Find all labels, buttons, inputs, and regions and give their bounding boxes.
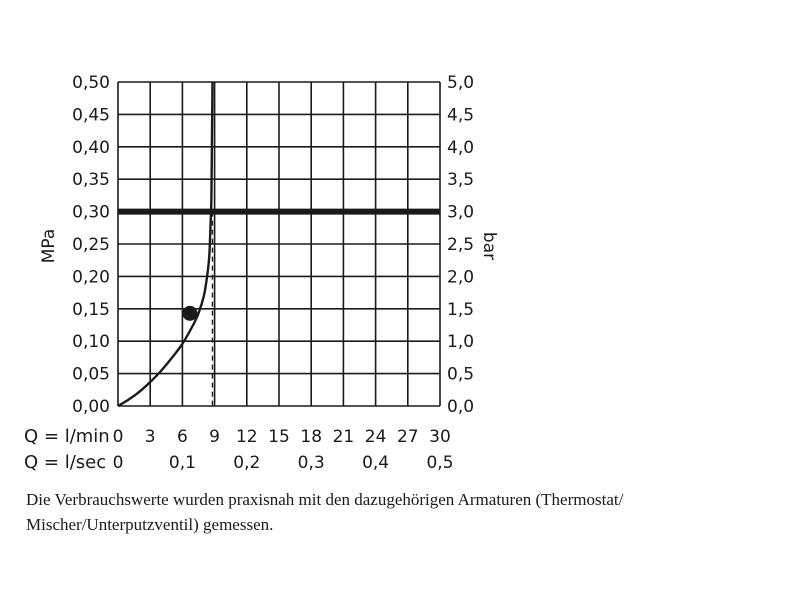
y-tick-left: 0,15	[72, 300, 110, 320]
x-tick-lpm: 6	[177, 427, 188, 447]
y-tick-left: 0,50	[72, 73, 110, 93]
x-tick-lpm: 0	[113, 427, 124, 447]
x-tick-lpm: 30	[429, 427, 451, 447]
x-tick-lpm: 12	[236, 427, 258, 447]
x-tick-lpm: 27	[397, 427, 419, 447]
y-tick-left: 0,20	[72, 267, 110, 287]
y-tick-right: 0,5	[447, 365, 474, 385]
y-tick-right: 1,0	[447, 332, 474, 352]
y-axis-label-right: bar	[479, 232, 499, 260]
y-tick-left: 0,25	[72, 235, 110, 255]
y-tick-right: 3,5	[447, 170, 474, 190]
x-tick-lps: 0	[113, 453, 124, 473]
x-tick-lps: 0,2	[233, 453, 260, 473]
x-tick-lpm: 15	[268, 427, 290, 447]
x-tick-lps: 0,5	[426, 453, 453, 473]
x-axis-label-lps: Q = l/sec	[24, 452, 106, 473]
x-tick-lpm: 18	[300, 427, 322, 447]
y-tick-left: 0,40	[72, 138, 110, 158]
x-tick-lps: 0,3	[298, 453, 325, 473]
y-tick-right: 4,5	[447, 105, 474, 125]
x-tick-lps: 0,4	[362, 453, 389, 473]
x-tick-lpm: 24	[365, 427, 387, 447]
y-tick-left: 0,30	[72, 203, 110, 223]
y-tick-right: 2,0	[447, 267, 474, 287]
x-tick-lpm: 21	[333, 427, 355, 447]
chart-caption: Die Verbrauchswerte wurden praxisnah mit…	[26, 490, 624, 534]
y-tick-left: 0,00	[72, 397, 110, 417]
x-tick-lps: 0,1	[169, 453, 196, 473]
x-tick-lpm: 9	[209, 427, 220, 447]
y-tick-left: 0,10	[72, 332, 110, 352]
y-tick-right: 2,5	[447, 235, 474, 255]
y-tick-right: 0,0	[447, 397, 474, 417]
series-line	[117, 81, 214, 408]
series-group	[117, 81, 214, 408]
y-tick-right: 4,0	[447, 138, 474, 158]
y-tick-right: 3,0	[447, 203, 474, 223]
y-tick-left: 0,45	[72, 105, 110, 125]
y-tick-left: 0,35	[72, 170, 110, 190]
y-axis-label-left: MPa	[39, 229, 59, 264]
reference-line-group	[118, 208, 440, 406]
x-axis-label-lpm: Q = l/min	[24, 426, 110, 447]
y-tick-right: 5,0	[447, 73, 474, 93]
chart-grid	[117, 81, 441, 407]
y-tick-right: 1,5	[447, 300, 474, 320]
x-tick-lpm: 3	[145, 427, 156, 447]
marker-point	[182, 305, 198, 321]
y-tick-left: 0,05	[72, 365, 110, 385]
axis-labels-group: 0,00 0,00,05 0,50,10 1,00,15 1,50,20 2,00,25 2…	[72, 73, 474, 473]
